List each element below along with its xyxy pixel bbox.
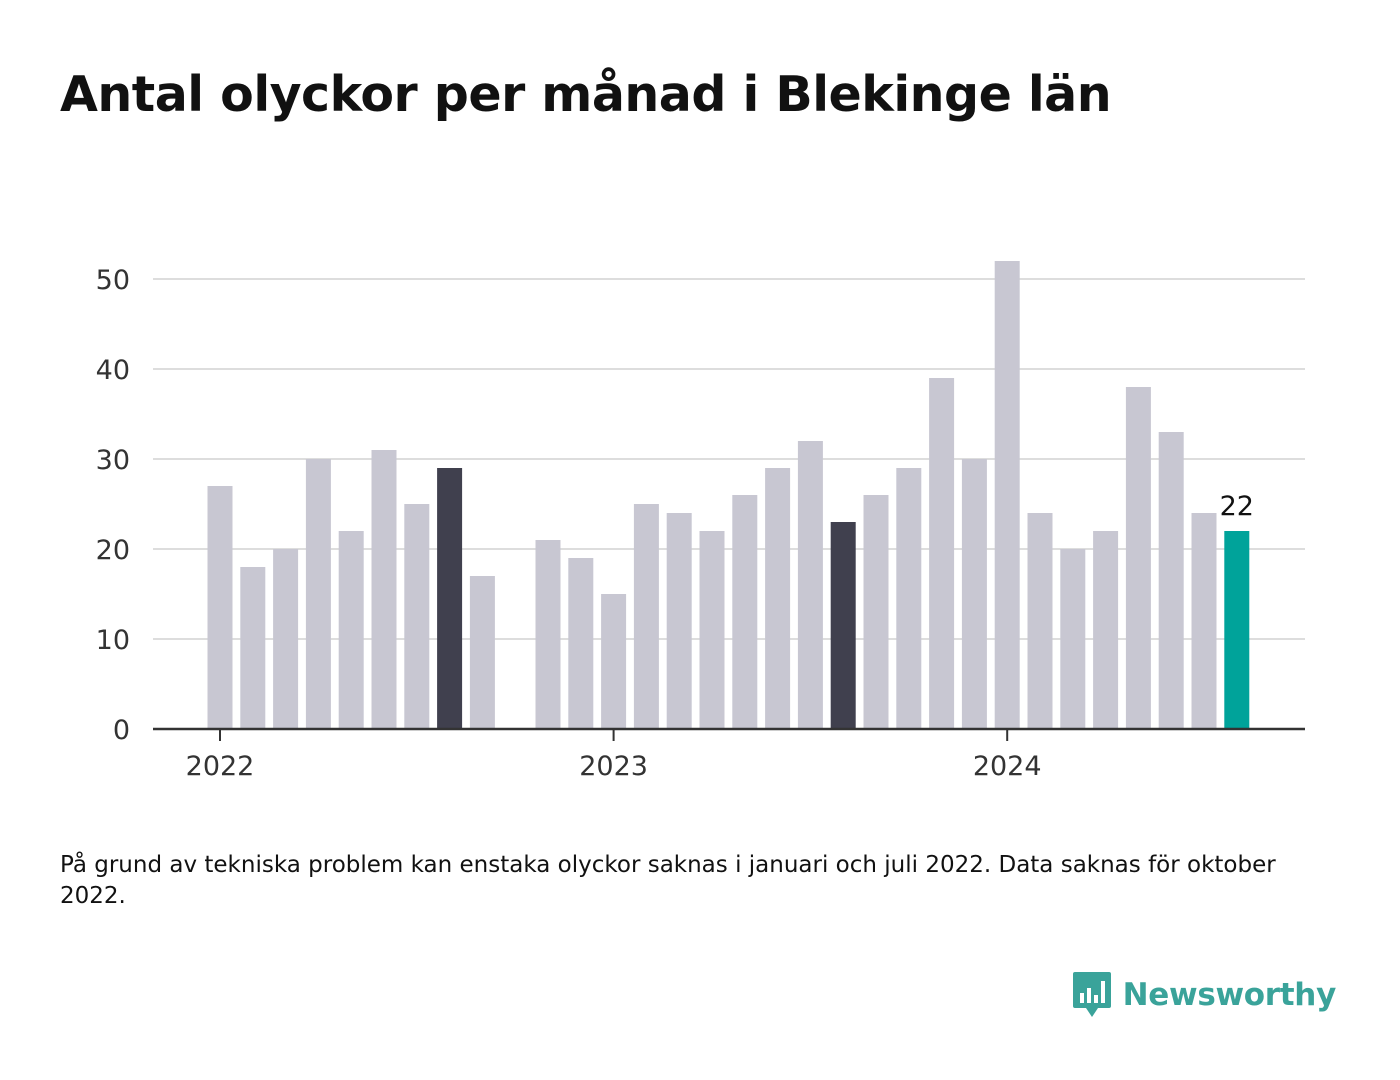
x-tick-label: 2022 [186, 751, 255, 782]
bar-2023-11 [929, 378, 955, 729]
footnote: På grund av tekniska problem kan enstaka… [60, 852, 1276, 909]
bar-2023-06 [765, 468, 791, 729]
bar-2024-08 [1224, 531, 1250, 729]
bar-2023-02 [633, 504, 659, 729]
y-tick-label: 0 [113, 715, 130, 746]
bar-2022-07 [404, 504, 430, 729]
bar-2022-11 [535, 540, 561, 729]
bar-2022-09 [469, 576, 495, 729]
bar-2023-07 [797, 441, 823, 729]
y-tick-label: 50 [96, 265, 130, 296]
bar-2024-02 [1027, 513, 1053, 729]
bar-2022-05 [338, 531, 364, 729]
bar-2022-02 [240, 567, 266, 729]
bar-2023-09 [863, 495, 889, 729]
bar-2022-08 [437, 468, 463, 729]
bar-2022-01 [207, 486, 233, 729]
y-tick-label: 10 [96, 625, 130, 656]
bar-2022-03 [273, 549, 299, 729]
bar-2024-05 [1125, 387, 1151, 729]
bar-2024-06 [1158, 432, 1184, 729]
bar-2022-06 [371, 450, 397, 729]
brand-logo[interactable]: Newsworthy [1071, 970, 1336, 1020]
chart-title: Antal olyckor per månad i Blekinge län [60, 66, 1112, 123]
bar-2023-01 [601, 594, 627, 729]
bar-2023-05 [732, 495, 758, 729]
y-axis-ticks: 0 10 20 30 40 50 [96, 265, 130, 746]
bar-chart: 0 10 20 30 40 50 2022 2023 2024 22 [96, 261, 1305, 782]
x-tick-label: 2023 [579, 751, 648, 782]
bar-2024-01 [994, 261, 1020, 729]
bar-2024-03 [1060, 549, 1086, 729]
y-tick-label: 30 [96, 445, 130, 476]
y-tick-label: 40 [96, 355, 130, 386]
value-label-2024-08: 22 [1220, 491, 1254, 522]
bar-2024-04 [1093, 531, 1119, 729]
y-tick-label: 20 [96, 535, 130, 566]
bar-2023-08 [830, 522, 856, 729]
x-tick-label: 2024 [973, 751, 1042, 782]
bars [207, 261, 1250, 729]
bar-chart-speech-bubble-icon [1072, 972, 1111, 1017]
value-labels: 22 [1220, 491, 1254, 522]
bar-2023-10 [896, 468, 922, 729]
bar-2023-03 [666, 513, 692, 729]
bar-2023-12 [961, 459, 987, 729]
bar-2023-04 [699, 531, 725, 729]
x-axis-ticks: 2022 2023 2024 [186, 729, 1042, 782]
bar-2022-04 [305, 459, 331, 729]
bar-2022-12 [568, 558, 594, 729]
bar-2024-07 [1191, 513, 1217, 729]
brand-name: Newsworthy [1122, 977, 1337, 1013]
